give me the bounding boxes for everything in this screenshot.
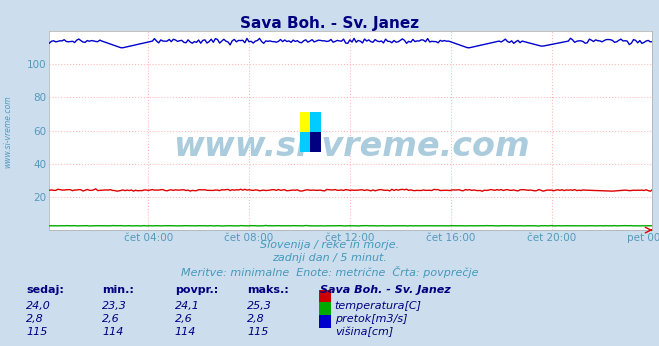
Text: 24,1: 24,1 [175,301,200,311]
Text: 24,0: 24,0 [26,301,51,311]
Text: 2,6: 2,6 [175,314,192,324]
Bar [300,112,310,132]
Text: temperatura[C]: temperatura[C] [335,301,422,311]
Text: www.si-vreme.com: www.si-vreme.com [3,95,13,168]
Text: povpr.:: povpr.: [175,285,218,295]
Bar [310,112,321,132]
Text: 2,8: 2,8 [247,314,265,324]
Text: višina[cm]: višina[cm] [335,327,393,337]
Text: 115: 115 [247,327,268,337]
Text: 114: 114 [102,327,123,337]
Text: zadnji dan / 5 minut.: zadnji dan / 5 minut. [272,253,387,263]
Text: sedaj:: sedaj: [26,285,64,295]
Bar [300,132,310,152]
Text: 115: 115 [26,327,47,337]
Text: 114: 114 [175,327,196,337]
Text: maks.:: maks.: [247,285,289,295]
Text: Sava Boh. - Sv. Janez: Sava Boh. - Sv. Janez [240,16,419,30]
Text: min.:: min.: [102,285,134,295]
Text: 23,3: 23,3 [102,301,127,311]
Text: Meritve: minimalne  Enote: metrične  Črta: povprečje: Meritve: minimalne Enote: metrične Črta:… [181,266,478,278]
Text: 2,8: 2,8 [26,314,44,324]
Bar [310,132,321,152]
Text: www.si-vreme.com: www.si-vreme.com [173,130,529,163]
Text: Slovenija / reke in morje.: Slovenija / reke in morje. [260,240,399,251]
Text: Sava Boh. - Sv. Janez: Sava Boh. - Sv. Janez [320,285,450,295]
Text: pretok[m3/s]: pretok[m3/s] [335,314,407,324]
Text: 2,6: 2,6 [102,314,120,324]
Text: 25,3: 25,3 [247,301,272,311]
